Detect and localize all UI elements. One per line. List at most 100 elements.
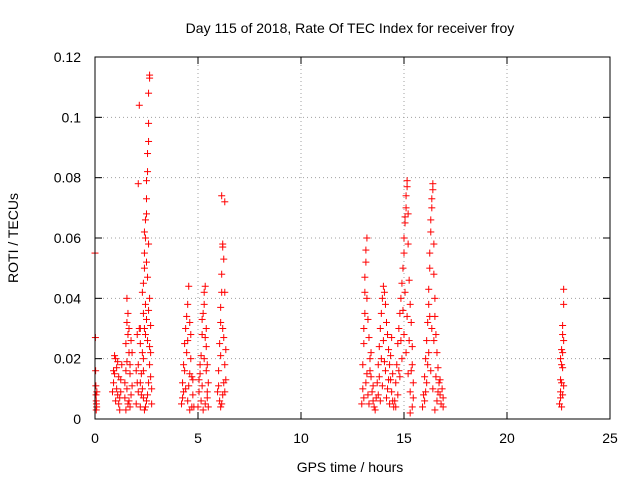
data-point: [204, 403, 212, 411]
data-point: [389, 370, 397, 378]
data-point: [435, 379, 443, 387]
data-point: [139, 355, 147, 363]
data-point: [146, 294, 154, 302]
data-point: [368, 388, 376, 396]
data-points: [91, 71, 568, 417]
data-point: [405, 276, 413, 284]
data-point: [134, 361, 142, 369]
data-point: [186, 318, 194, 326]
data-point: [380, 288, 388, 296]
data-point: [202, 343, 210, 351]
data-point: [134, 388, 142, 396]
data-point: [198, 331, 206, 339]
data-point: [125, 325, 133, 332]
data-point: [391, 397, 399, 405]
y-axis-label: ROTI / TECUs: [5, 193, 21, 283]
data-point: [436, 376, 444, 384]
data-point: [111, 370, 119, 378]
data-point: [388, 388, 396, 396]
data-point: [361, 288, 369, 296]
data-point: [93, 388, 101, 396]
data-point: [401, 213, 409, 221]
data-point: [115, 400, 123, 408]
x-tick-label: 20: [499, 430, 515, 446]
data-point: [187, 331, 195, 339]
data-point: [140, 406, 148, 414]
data-point: [558, 361, 566, 369]
data-point: [558, 403, 566, 411]
data-point: [404, 370, 412, 378]
data-point: [122, 340, 130, 348]
data-point: [144, 273, 152, 281]
data-point: [400, 331, 408, 339]
data-point: [145, 137, 153, 145]
data-point: [216, 397, 224, 405]
data-point: [362, 379, 370, 387]
data-point: [122, 367, 130, 375]
data-point: [123, 318, 131, 326]
data-point: [124, 331, 132, 339]
data-point: [179, 394, 187, 402]
data-point: [399, 306, 407, 314]
data-point: [378, 294, 386, 302]
data-point: [195, 388, 203, 396]
data-point: [431, 406, 439, 414]
data-point: [110, 367, 118, 375]
data-point: [92, 406, 100, 414]
data-point: [145, 306, 153, 314]
data-point: [195, 376, 203, 384]
data-point: [430, 337, 438, 345]
data-point: [398, 279, 406, 287]
data-point: [373, 379, 381, 387]
data-point: [189, 376, 197, 384]
data-point: [113, 385, 121, 393]
data-point: [423, 379, 431, 387]
data-point: [560, 337, 568, 345]
data-point: [143, 177, 150, 185]
data-point: [218, 270, 226, 278]
data-point: [393, 361, 401, 369]
data-point: [423, 337, 431, 345]
data-point: [139, 279, 147, 287]
data-point: [185, 282, 193, 290]
data-point: [140, 249, 148, 257]
plot-frame: [94, 56, 611, 420]
data-point: [394, 391, 402, 399]
data-point: [110, 379, 118, 387]
data-point: [430, 240, 438, 248]
data-point: [220, 334, 228, 342]
axis-ticks: 0 5 10 15 20 25 0 0.02 0.04 0.06 0.08 0.1 0.12: [54, 49, 618, 446]
data-point: [139, 394, 147, 402]
data-point: [360, 394, 368, 402]
data-point: [200, 288, 208, 296]
data-point: [396, 373, 404, 381]
data-point: [109, 388, 117, 396]
data-point: [121, 394, 129, 402]
y-tick-label: 0: [73, 411, 81, 427]
data-point: [430, 270, 438, 278]
data-point: [403, 183, 411, 191]
data-point: [180, 361, 188, 369]
data-point: [384, 331, 392, 339]
data-point: [432, 331, 440, 339]
data-point: [427, 216, 435, 224]
data-point: [363, 234, 371, 242]
data-point: [201, 282, 209, 290]
data-point: [139, 367, 147, 375]
data-point: [214, 388, 222, 396]
x-tick-label: 10: [293, 430, 309, 446]
data-point: [184, 300, 192, 308]
data-point: [143, 397, 150, 405]
data-point: [200, 300, 208, 308]
data-point: [424, 361, 432, 369]
data-point: [401, 219, 409, 227]
data-point: [121, 379, 129, 387]
data-point: [386, 400, 394, 408]
data-point: [117, 388, 125, 396]
data-point: [126, 403, 134, 411]
data-point: [198, 315, 206, 323]
data-point: [203, 394, 211, 402]
data-point: [559, 349, 567, 357]
data-point: [222, 346, 230, 354]
data-point: [386, 361, 394, 369]
